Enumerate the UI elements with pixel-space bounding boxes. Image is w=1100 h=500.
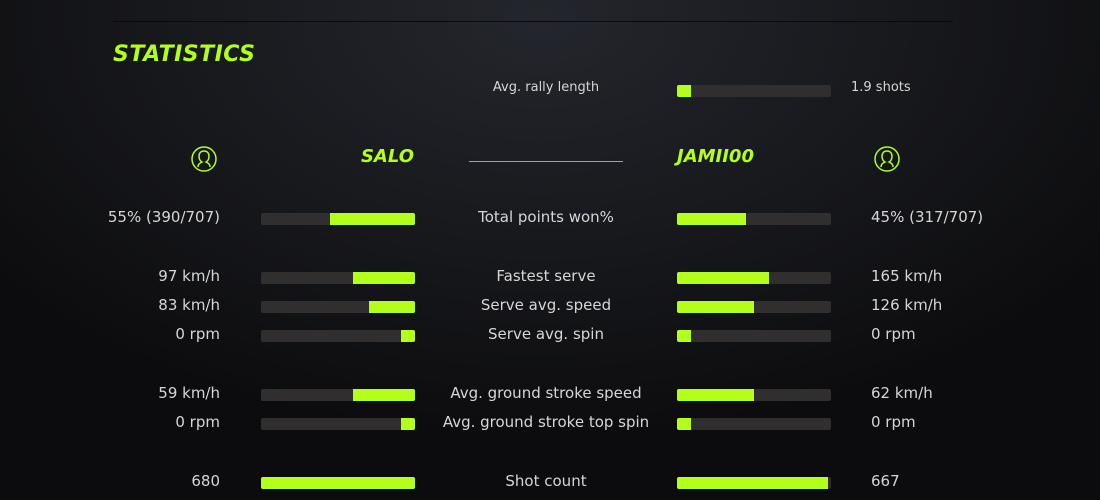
stat-right-value: 126 km/h: [871, 296, 943, 314]
stat-left-bar: [261, 301, 415, 313]
rally-bar: [677, 85, 831, 97]
stat-left-bar-fill: [353, 272, 415, 284]
stat-row: 0 rpm Avg. ground stroke top spin 0 rpm: [0, 413, 1100, 433]
stat-right-bar-fill: [677, 330, 691, 342]
rally-value: 1.9 shots: [851, 80, 911, 95]
stat-row: 680 Shot count 667: [0, 472, 1100, 492]
stat-left-value: 0 rpm: [175, 413, 220, 431]
player-left-name: SALO: [360, 146, 414, 167]
stat-row: 55% (390/707) Total points won% 45% (317…: [0, 208, 1100, 228]
stat-row: 83 km/h Serve avg. speed 126 km/h: [0, 296, 1100, 316]
stat-label: Serve avg. spin: [488, 325, 604, 343]
stat-right-bar-fill: [677, 389, 754, 401]
stat-left-bar: [261, 330, 415, 342]
stat-left-bar: [261, 418, 415, 430]
stat-right-bar: [677, 477, 831, 489]
stat-right-value: 165 km/h: [871, 267, 943, 285]
stat-left-value: 59 km/h: [158, 384, 220, 402]
stat-right-bar-fill: [677, 418, 691, 430]
stat-label: Fastest serve: [496, 267, 596, 285]
user-icon: [874, 146, 900, 172]
stat-left-bar: [261, 477, 415, 489]
stat-label: Total points won%: [478, 208, 614, 226]
stat-right-value: 45% (317/707): [871, 208, 984, 226]
stat-left-bar: [261, 213, 415, 225]
stat-right-value: 62 km/h: [871, 384, 933, 402]
stat-right-bar: [677, 389, 831, 401]
stat-right-bar-fill: [677, 272, 770, 284]
stat-left-bar-fill: [368, 301, 415, 313]
stat-left-value: 55% (390/707): [107, 208, 220, 226]
rally-bar-fill: [677, 85, 691, 97]
top-divider: [113, 21, 953, 22]
stat-row: 0 rpm Serve avg. spin 0 rpm: [0, 325, 1100, 345]
stat-left-value: 0 rpm: [175, 325, 220, 343]
rally-row: Avg. rally length 1.9 shots: [0, 80, 1100, 100]
stat-row: 97 km/h Fastest serve 165 km/h: [0, 267, 1100, 287]
page-title: STATISTICS: [113, 42, 256, 67]
stat-right-bar-fill: [677, 213, 747, 225]
stat-left-bar: [261, 389, 415, 401]
stat-label: Shot count: [505, 472, 587, 490]
stat-left-bar-fill: [353, 389, 415, 401]
stat-right-bar-fill: [677, 301, 754, 313]
stat-right-bar: [677, 301, 831, 313]
stat-left-value: 97 km/h: [158, 267, 220, 285]
stat-label: Avg. ground stroke top spin: [442, 413, 650, 431]
stat-right-bar: [677, 272, 831, 284]
players-divider: [469, 161, 623, 162]
stat-left-bar-fill: [401, 418, 415, 430]
stat-left-bar-fill: [401, 330, 415, 342]
stat-right-bar: [677, 213, 831, 225]
stat-right-value: 0 rpm: [871, 413, 916, 431]
stat-row: 59 km/h Avg. ground stroke speed 62 km/h: [0, 384, 1100, 404]
user-icon: [191, 146, 217, 172]
player-right-name: JAMII00: [677, 146, 754, 167]
stat-right-bar: [677, 418, 831, 430]
stat-label: Avg. ground stroke speed: [450, 384, 642, 402]
stat-left-bar: [261, 272, 415, 284]
stat-label: Serve avg. speed: [480, 296, 612, 314]
stat-right-value: 0 rpm: [871, 325, 916, 343]
stat-left-value: 83 km/h: [158, 296, 220, 314]
stat-left-bar-fill: [330, 213, 415, 225]
stat-right-bar: [677, 330, 831, 342]
stat-right-bar-fill: [677, 477, 828, 489]
stat-left-bar-fill: [261, 477, 415, 489]
stat-left-value: 680: [191, 472, 220, 490]
stat-right-value: 667: [871, 472, 900, 490]
rally-label: Avg. rally length: [492, 80, 600, 95]
